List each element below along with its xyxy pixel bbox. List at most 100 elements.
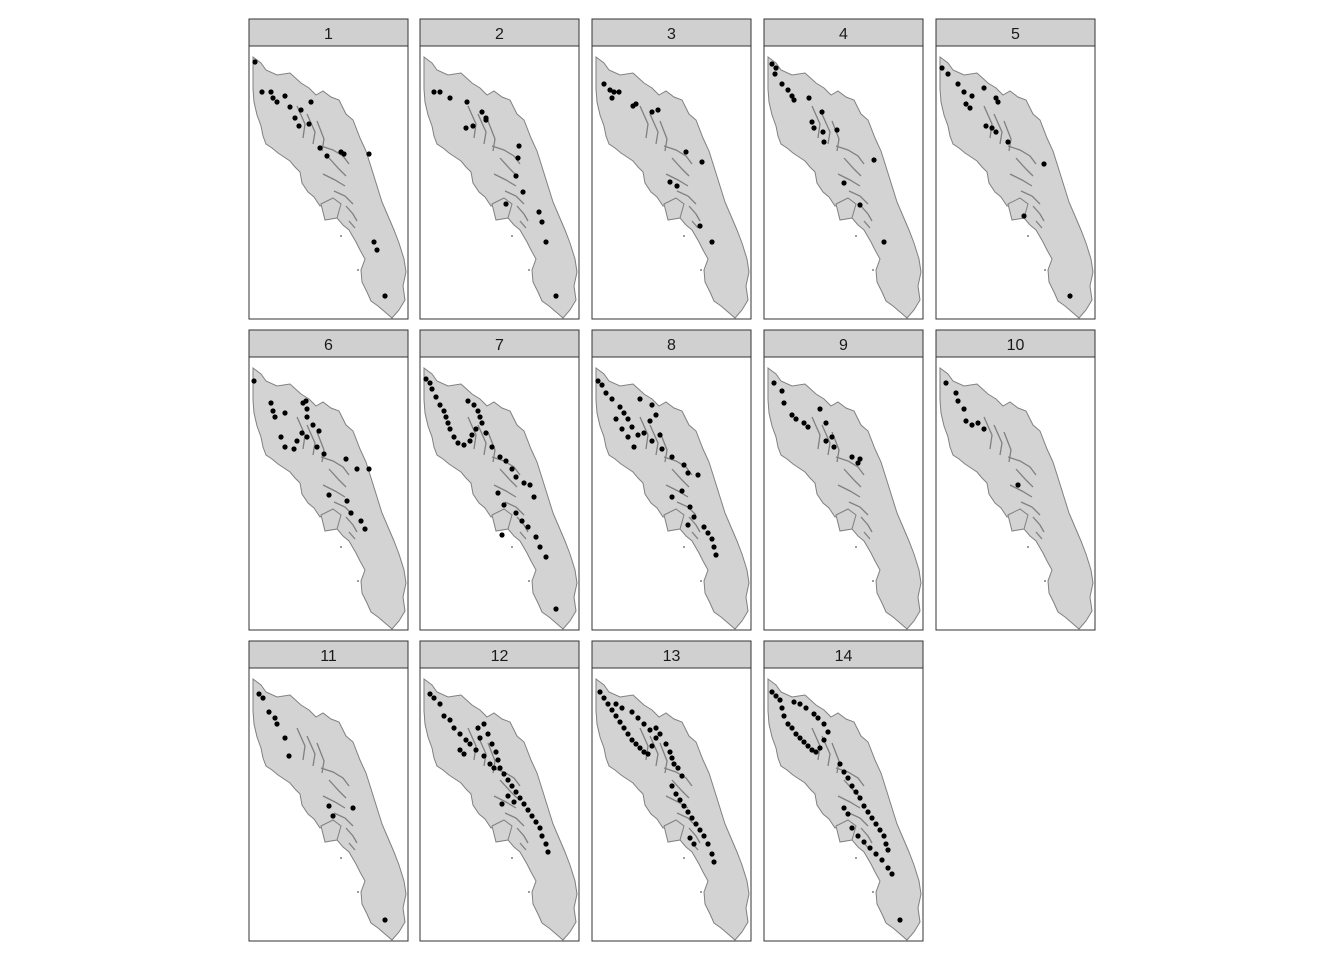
inlet-line <box>639 416 649 450</box>
facet-strip-label: 13 <box>663 648 681 665</box>
observation-point <box>939 65 945 71</box>
observation-point <box>537 825 543 831</box>
inlet-line <box>848 501 869 516</box>
islet <box>357 891 359 893</box>
inlet-line <box>863 531 871 540</box>
observation-point <box>637 745 643 751</box>
observation-point <box>489 741 495 747</box>
observation-point <box>461 442 467 448</box>
observation-point <box>443 414 449 420</box>
observation-point <box>260 695 266 701</box>
facet-strip-label: 12 <box>491 648 509 665</box>
observation-point <box>520 189 526 195</box>
observation-point <box>475 408 481 414</box>
facet-panel: 11 <box>248 640 409 942</box>
observation-point <box>282 410 288 416</box>
island-map <box>423 678 578 941</box>
observation-point <box>653 412 659 418</box>
inlet-line <box>1009 173 1033 187</box>
inlet-line <box>993 424 1003 456</box>
offshore-island <box>1007 508 1029 532</box>
observation-point <box>841 180 847 186</box>
islet <box>855 546 857 548</box>
observation-point <box>699 159 705 165</box>
observation-point <box>475 725 481 731</box>
observation-point <box>803 705 809 711</box>
observation-point <box>629 737 635 743</box>
observation-point <box>306 121 312 127</box>
inlet-line <box>860 516 873 533</box>
observation-point <box>489 444 495 450</box>
observation-point <box>497 765 503 771</box>
observation-point <box>883 841 889 847</box>
facet-panel: 5 <box>935 18 1096 320</box>
islet <box>511 546 513 548</box>
observation-point <box>343 456 349 462</box>
inlet-line <box>1015 468 1034 488</box>
observation-point <box>777 697 783 703</box>
inlet-line <box>296 416 306 450</box>
observation-point <box>691 841 697 847</box>
observation-point <box>641 721 647 727</box>
observation-point <box>885 865 891 871</box>
inlet-line <box>676 812 697 827</box>
observation-point <box>849 825 855 831</box>
observation-point <box>989 125 995 131</box>
inlet-line <box>671 779 690 799</box>
observation-point <box>314 444 320 450</box>
observation-point <box>431 89 437 95</box>
observation-point <box>641 430 647 436</box>
observation-point <box>815 715 821 721</box>
facet-panel: 12 <box>419 640 580 942</box>
observation-point <box>308 99 314 105</box>
inlet-line <box>477 113 487 145</box>
island-map <box>767 678 922 941</box>
observation-point <box>533 534 539 540</box>
inlet-line <box>348 220 356 229</box>
observation-point <box>515 155 521 161</box>
offshore-island <box>491 508 513 532</box>
observation-point <box>881 833 887 839</box>
inlet-line <box>499 157 518 177</box>
observation-point <box>495 490 501 496</box>
observation-point <box>821 139 827 145</box>
islet <box>528 891 530 893</box>
observation-point <box>855 460 861 466</box>
observation-point <box>382 917 388 923</box>
observation-point <box>603 390 609 396</box>
observation-point <box>509 466 515 472</box>
inlet-line <box>519 842 527 851</box>
observation-point <box>1005 139 1011 145</box>
observation-point <box>969 93 975 99</box>
islet <box>511 857 513 859</box>
observation-point <box>679 773 685 779</box>
observation-point <box>687 504 693 510</box>
observation-point <box>341 151 347 157</box>
inlet-line <box>348 842 356 851</box>
observation-point <box>861 803 867 809</box>
observation-point <box>769 689 775 695</box>
facet-strip-label: 10 <box>1007 337 1025 354</box>
facet-strip-label: 2 <box>495 26 504 43</box>
observation-point <box>358 518 364 524</box>
inlet-line <box>345 205 358 222</box>
inlet-line <box>333 190 354 205</box>
observation-point <box>427 380 433 386</box>
inlet-line <box>983 105 993 139</box>
observation-point <box>861 839 867 845</box>
observation-point <box>304 414 310 420</box>
facet-panel: 6 <box>248 329 409 631</box>
observation-point <box>609 396 615 402</box>
observation-point <box>516 143 522 149</box>
facet-strip <box>248 329 409 358</box>
inlet-line <box>477 735 487 767</box>
inlet-line <box>688 205 701 222</box>
observation-point <box>773 693 779 699</box>
observation-point <box>823 438 829 444</box>
observation-point <box>296 123 302 129</box>
observation-point <box>837 761 843 767</box>
observation-point <box>539 219 545 225</box>
facet-panel: 8 <box>591 329 752 631</box>
observation-point <box>877 827 883 833</box>
observation-point <box>945 71 951 77</box>
